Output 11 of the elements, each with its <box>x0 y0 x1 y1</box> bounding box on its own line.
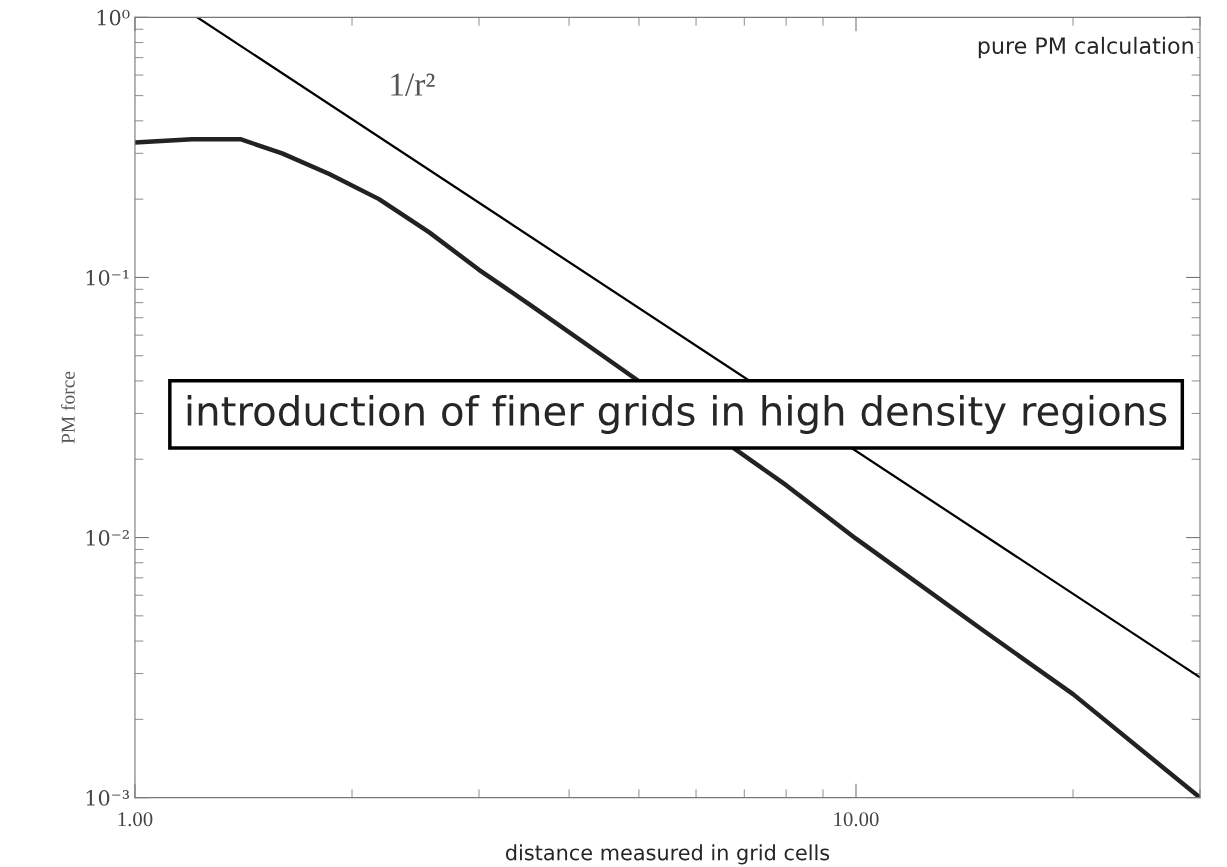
annotation: pure PM calculation <box>978 36 1193 59</box>
y-tick-label: 10⁻¹ <box>86 269 129 286</box>
y-tick-label: 10⁻² <box>86 529 129 546</box>
annotation: introduction of finer grids in high density regions <box>187 394 1167 434</box>
x-tick-label: 10.00 <box>834 812 879 827</box>
y-tick-label: 10⁰ <box>97 9 130 26</box>
y-axis-title: PM force <box>60 371 75 444</box>
x-tick-label: 1.00 <box>118 812 153 827</box>
y-tick-label: 10⁻³ <box>86 790 130 806</box>
x-axis-title: distance measured in grid cells <box>505 844 830 865</box>
annotation: 1/r² <box>391 73 435 96</box>
